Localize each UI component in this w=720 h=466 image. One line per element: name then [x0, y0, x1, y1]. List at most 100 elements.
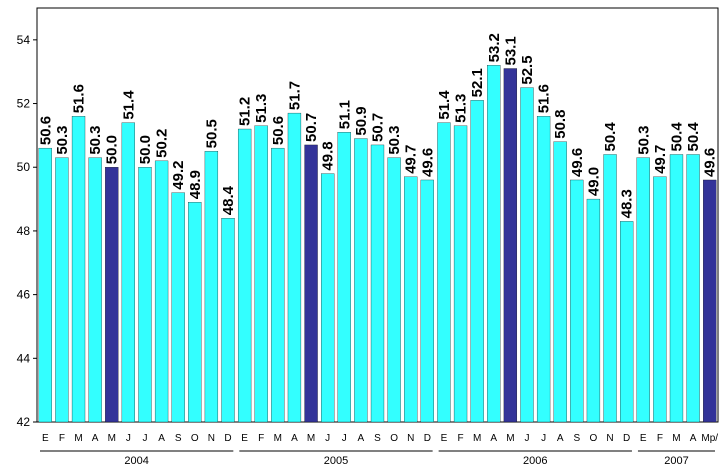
- data-label: 50.3: [54, 125, 71, 154]
- bar: [520, 87, 534, 423]
- x-tick-label: S: [573, 433, 580, 444]
- bar: [105, 167, 119, 423]
- data-label: 50.8: [552, 110, 569, 139]
- bar: [420, 179, 434, 423]
- y-tick-label: 42: [17, 415, 31, 429]
- bar: [603, 154, 617, 423]
- data-label: 48.4: [220, 185, 237, 215]
- x-tick-label: A: [92, 433, 99, 444]
- x-tick-label: J: [126, 433, 131, 444]
- bar: [221, 218, 235, 423]
- data-label: 51.3: [253, 94, 270, 123]
- data-label: 50.5: [203, 119, 220, 148]
- data-label: 51.4: [120, 90, 137, 120]
- data-label: 52.5: [519, 55, 536, 84]
- bar: [171, 192, 185, 423]
- x-tick-label: A: [291, 433, 298, 444]
- x-tick-label: M: [307, 433, 315, 444]
- x-tick-label: A: [358, 433, 365, 444]
- data-label: 49.0: [585, 167, 602, 196]
- bar: [503, 68, 518, 423]
- x-tick-label: D: [424, 433, 431, 444]
- data-label: 51.7: [286, 81, 303, 110]
- year-group-label: 2004: [124, 455, 148, 466]
- bar: [570, 179, 584, 423]
- data-label: 51.6: [536, 84, 553, 113]
- data-label: 49.6: [569, 148, 586, 177]
- y-tick-label: 50: [17, 160, 31, 174]
- bars: [38, 65, 717, 423]
- bar: [188, 202, 202, 423]
- data-label: 49.7: [403, 145, 420, 174]
- x-tick-label: F: [457, 433, 463, 444]
- x-tick-label: A: [158, 433, 165, 444]
- y-tick-label: 44: [17, 351, 31, 365]
- x-tick-label: J: [524, 433, 529, 444]
- bar: [337, 132, 351, 423]
- x-tick-label: O: [590, 433, 598, 444]
- bar: [487, 65, 501, 423]
- data-label: 51.6: [71, 84, 88, 113]
- x-tick-label: M: [108, 433, 116, 444]
- x-tick-label: D: [224, 433, 231, 444]
- data-label: 48.3: [619, 189, 636, 218]
- bar: [304, 144, 318, 423]
- bar: [669, 154, 684, 423]
- x-tick-label: M: [274, 433, 282, 444]
- bar: [437, 122, 451, 423]
- data-labels: 50.6 50.351.650.3 50.051.450.0 50.249.2 48.9…: [37, 33, 718, 218]
- x-tick-label: M: [672, 433, 680, 444]
- bar: [653, 176, 667, 423]
- bar: [703, 179, 717, 423]
- data-label: 50.3: [635, 125, 652, 154]
- bar: [370, 144, 385, 423]
- data-label: 50.9: [353, 106, 370, 135]
- bar: [404, 176, 418, 423]
- x-tick-label: N: [606, 433, 613, 444]
- bar: [138, 167, 152, 423]
- data-label: 50.4: [668, 122, 685, 152]
- bar: [686, 154, 700, 423]
- x-tick-label: F: [258, 433, 264, 444]
- x-tick-label: Mp/: [701, 433, 718, 444]
- bar: [204, 151, 219, 423]
- data-label: 50.0: [104, 135, 121, 164]
- x-tick-label: M: [74, 433, 82, 444]
- y-tick-label: 48: [17, 224, 31, 238]
- data-label: 48.9: [187, 170, 204, 199]
- data-label: 50.6: [270, 116, 287, 145]
- x-tick-label: A: [690, 433, 697, 444]
- year-group-label: 2005: [324, 455, 348, 466]
- data-label: 53.2: [486, 33, 503, 62]
- y-tick-label: 46: [17, 288, 31, 302]
- bar: [237, 128, 252, 423]
- x-tick-label: O: [390, 433, 398, 444]
- x-tick-label: F: [59, 433, 65, 444]
- data-label: 50.4: [685, 122, 702, 152]
- x-tick-label: M: [506, 433, 514, 444]
- data-label: 51.3: [453, 94, 470, 123]
- data-label: 49.2: [170, 161, 187, 190]
- data-label: 50.3: [386, 125, 403, 154]
- data-label: 50.6: [37, 116, 54, 145]
- bar: [470, 100, 484, 423]
- year-group-label: 2006: [523, 455, 547, 466]
- bar: [154, 160, 169, 423]
- data-label: 49.7: [652, 145, 669, 174]
- x-tick-label: N: [407, 433, 414, 444]
- data-label: 51.2: [237, 97, 254, 126]
- bar: [620, 221, 634, 423]
- bar: [321, 173, 335, 423]
- x-tick-label: S: [175, 433, 182, 444]
- x-tick-label: J: [142, 433, 147, 444]
- y-tick-label: 52: [17, 97, 31, 111]
- x-tick-label: F: [657, 433, 663, 444]
- bar: [38, 147, 52, 423]
- x-tick-label: A: [490, 433, 497, 444]
- bar: [254, 125, 268, 423]
- x-tick-label: J: [541, 433, 546, 444]
- bar: [586, 198, 601, 423]
- bar: [287, 112, 302, 423]
